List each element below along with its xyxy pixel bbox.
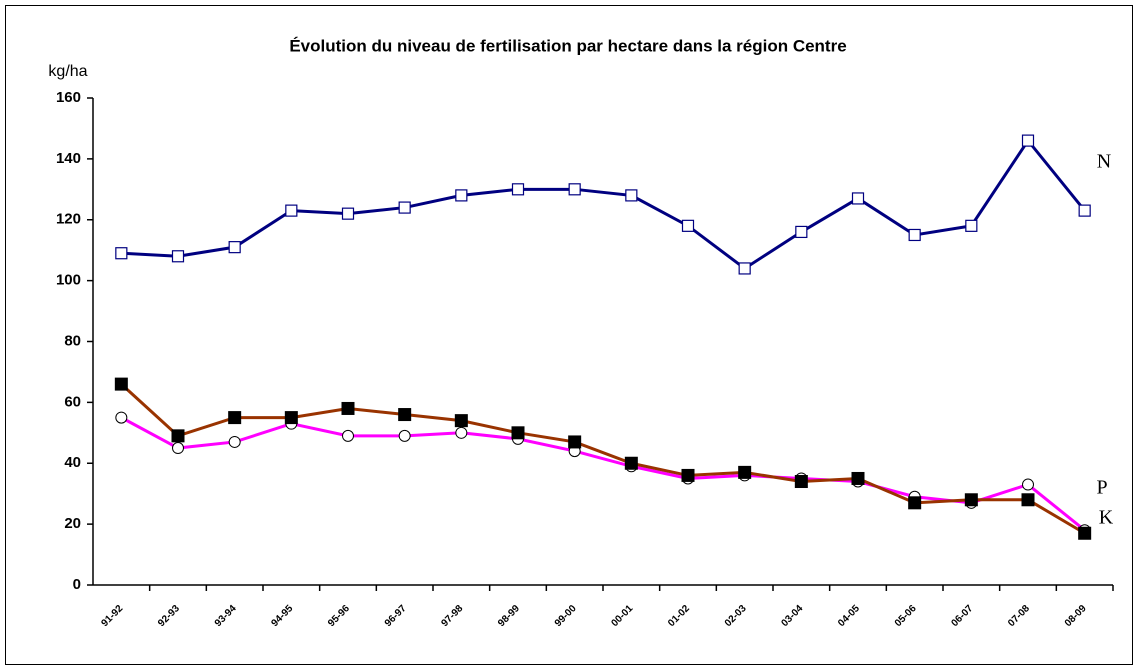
marker <box>738 262 751 275</box>
marker <box>171 250 185 263</box>
marker <box>454 414 468 428</box>
y-tick-label: 80 <box>64 332 81 349</box>
marker <box>568 183 581 196</box>
marker <box>1078 204 1091 217</box>
marker <box>794 475 808 489</box>
marker <box>228 411 242 425</box>
y-tick-label: 160 <box>56 89 81 106</box>
chart-title: Évolution du niveau de fertilisation par… <box>289 36 846 55</box>
y-tick-label: 60 <box>64 393 81 410</box>
marker <box>511 183 525 196</box>
marker <box>964 493 978 507</box>
series-label: K <box>1099 507 1114 529</box>
marker <box>795 225 808 239</box>
y-axis-label: kg/ha <box>48 63 87 80</box>
marker <box>1021 134 1035 147</box>
marker <box>1022 478 1034 491</box>
series-label: P <box>1096 477 1107 499</box>
marker <box>908 228 921 242</box>
marker <box>624 456 638 470</box>
marker <box>681 219 695 232</box>
series-line <box>120 416 1086 532</box>
y-tick-label: 20 <box>64 515 81 532</box>
y-tick-label: 40 <box>64 454 81 471</box>
marker <box>681 468 695 482</box>
marker <box>398 201 411 214</box>
marker <box>341 401 355 415</box>
marker <box>115 247 128 260</box>
marker <box>1021 493 1035 507</box>
marker <box>398 408 412 422</box>
marker <box>1078 526 1092 540</box>
series-line <box>120 383 1086 535</box>
marker <box>172 442 184 455</box>
marker <box>455 426 468 439</box>
marker <box>511 426 525 440</box>
marker <box>285 204 298 217</box>
marker <box>568 435 582 449</box>
marker <box>455 189 468 202</box>
marker <box>115 411 128 424</box>
y-tick-label: 140 <box>56 150 81 167</box>
series-line <box>121 138 1086 271</box>
chart-border <box>5 5 1133 665</box>
marker <box>398 429 411 442</box>
marker <box>341 207 355 220</box>
marker <box>342 429 354 442</box>
marker <box>171 429 185 443</box>
marker <box>965 219 978 232</box>
marker <box>851 192 865 205</box>
marker <box>851 471 865 485</box>
series-label: N <box>1097 151 1111 173</box>
marker <box>908 496 922 510</box>
y-tick-label: 100 <box>56 272 81 289</box>
marker <box>625 189 638 202</box>
marker <box>114 377 128 391</box>
marker <box>228 241 241 254</box>
marker <box>228 435 241 448</box>
marker <box>738 465 752 479</box>
y-tick-label: 120 <box>56 211 81 228</box>
y-tick-label: 0 <box>73 576 81 593</box>
marker <box>284 411 298 425</box>
